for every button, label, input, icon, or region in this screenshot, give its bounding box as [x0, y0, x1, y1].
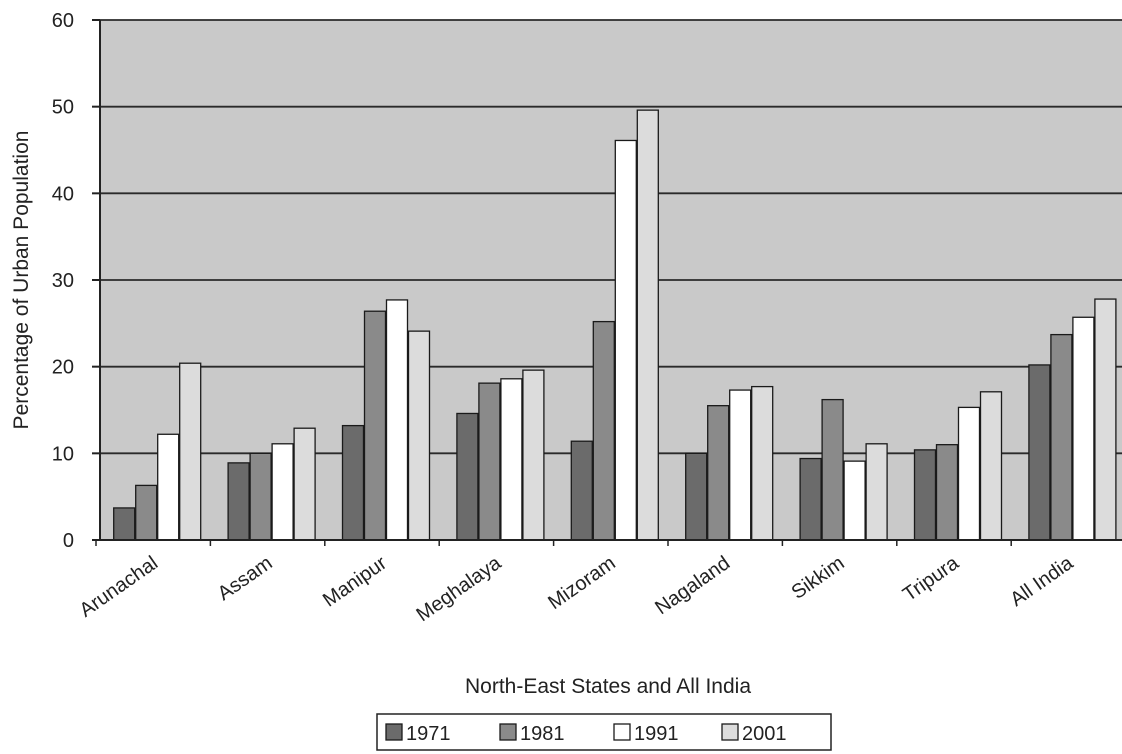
y-axis-ticks: 0 10 20 30 40 50 60 [52, 10, 100, 552]
bar-1991-mizoram [614, 139, 637, 541]
x-axis-title: North-East States and All India [465, 675, 751, 698]
x-axis-categories: Arunachal Assam Manipur Meghalaya Mizoram Nag… [76, 540, 1078, 626]
bar-1981-mizoram [592, 320, 615, 541]
x-category-label: Arunachal [76, 552, 162, 622]
bar-2001-nagaland [751, 385, 774, 541]
bar-1991-meghalaya [500, 378, 523, 541]
bar-1991-tripura [957, 406, 981, 541]
bar-2001-arunachal [179, 362, 202, 541]
legend: 1971 1981 1991 2001 [376, 713, 832, 751]
y-tick-label: 10 [52, 443, 74, 465]
bar-1981-arunachal [135, 484, 158, 541]
bar-1981-assam [249, 452, 272, 541]
bar-1971-sikkim [799, 457, 822, 541]
bar-1971-meghalaya [456, 412, 479, 541]
bar-2001-mizoram [636, 109, 659, 541]
x-category-label: Assam [214, 552, 277, 605]
legend-label-1981: 1981 [520, 723, 565, 745]
x-category-label: Tripura [899, 552, 964, 606]
y-tick-label: 40 [52, 183, 74, 205]
bar-1991-manipur [385, 299, 409, 541]
bar-1971-assam [227, 462, 250, 541]
bar-1981-nagaland [707, 405, 730, 541]
bar-1981-sikkim [821, 398, 844, 541]
x-category-label: Sikkim [788, 552, 849, 604]
y-tick-label: 50 [52, 97, 74, 119]
x-category-label: Meghalaya [413, 552, 506, 627]
y-axis-title: Percentage of Urban Population [10, 131, 33, 430]
bar-1981-all-india [1050, 333, 1073, 541]
bar-1971-arunachal [113, 507, 136, 541]
legend-label-2001: 2001 [742, 723, 787, 745]
bar-1981-tripura [935, 444, 959, 541]
y-tick-label: 20 [52, 357, 74, 379]
bar-1991-arunachal [157, 433, 180, 541]
legend-label-1991: 1991 [634, 723, 679, 745]
bar-2001-all-india [1094, 298, 1117, 541]
bar-2001-sikkim [865, 443, 888, 541]
x-category-label: Mizoram [544, 552, 619, 614]
bar-2001-meghalaya [522, 369, 545, 541]
bar-1991-sikkim [843, 460, 866, 541]
bar-2001-manipur [407, 330, 431, 541]
bar-1971-all-india [1028, 364, 1051, 541]
bar-1971-nagaland [685, 452, 708, 541]
bar-1981-manipur [363, 310, 387, 541]
bar-1971-manipur [341, 424, 365, 541]
bar-2001-assam [293, 427, 316, 541]
bar-1971-mizoram [570, 440, 593, 541]
x-category-label: All India [1006, 552, 1078, 611]
bar-1971-tripura [913, 449, 937, 541]
legend-label-1971: 1971 [406, 723, 451, 745]
y-tick-label: 60 [52, 10, 74, 32]
bars [113, 109, 1117, 541]
bar-1991-nagaland [729, 389, 752, 541]
legend-swatch-1991 [613, 723, 631, 741]
bar-1991-assam [271, 443, 294, 541]
x-category-label: Nagaland [651, 552, 734, 619]
bar-1991-all-india [1072, 316, 1095, 541]
legend-swatch-2001 [721, 723, 739, 741]
x-category-label: Manipur [319, 552, 391, 612]
legend-swatch-1981 [499, 723, 517, 741]
legend-box [376, 713, 832, 751]
bar-1981-meghalaya [478, 382, 501, 541]
legend-swatch-1971 [385, 723, 403, 741]
y-tick-label: 30 [52, 270, 74, 292]
y-tick-label: 0 [63, 530, 74, 552]
bar-2001-tripura [979, 391, 1003, 541]
